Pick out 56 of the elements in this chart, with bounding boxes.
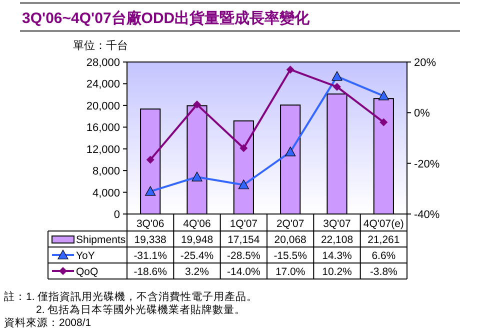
- point: [192, 172, 202, 182]
- point: [380, 118, 388, 126]
- legend-label: QoQ: [76, 266, 98, 278]
- y-axis-title: 單位：千台: [73, 39, 128, 52]
- y2-tick-label: 0%: [414, 108, 430, 120]
- data-label: 6.6%: [372, 250, 396, 262]
- y2-tick-label: -20%: [414, 158, 440, 170]
- data-label: -31.1%: [134, 250, 167, 262]
- x-tick-label: 4Q'06: [183, 218, 211, 230]
- y-tick-label: 8,000: [92, 166, 120, 178]
- y2-tick-label: 20%: [414, 57, 436, 69]
- data-label: -15.5%: [274, 250, 307, 262]
- data-label: 21,261: [368, 234, 400, 246]
- x-tick-label: 3Q'07: [323, 218, 351, 230]
- x-tick-label: 3Q'06: [136, 218, 164, 230]
- x-tick-label: 4Q'07(e): [363, 218, 404, 230]
- point: [333, 82, 341, 91]
- legend-label: Shipments: [76, 234, 126, 246]
- y-tick-label: 16,000: [86, 122, 120, 134]
- x-tick-label: 1Q'07: [230, 218, 258, 230]
- data-label: 14.3%: [322, 250, 352, 262]
- data-label: -28.5%: [227, 250, 260, 262]
- point: [332, 71, 342, 81]
- point: [378, 90, 389, 100]
- point: [145, 186, 156, 196]
- data-label: -3.8%: [370, 266, 398, 278]
- data-label: 20,068: [274, 234, 307, 246]
- data-label: -25.4%: [180, 250, 214, 262]
- data-label: -14.0%: [227, 266, 260, 278]
- data-label: -18.6%: [134, 266, 167, 278]
- point: [193, 100, 201, 109]
- point: [146, 156, 154, 164]
- x-tick-label: 2Q'07: [276, 218, 304, 230]
- y-tick-label: 28,000: [86, 57, 120, 69]
- text: 2. 包括為日本等國外光碟機業者貼牌數量。: [36, 303, 246, 316]
- y2-tick-label: -40%: [414, 209, 440, 221]
- text: 註：1. 僅指資訊用光碟機，不含消費性電子用產品。: [4, 290, 258, 303]
- y-tick-label: 12,000: [86, 144, 120, 156]
- y-tick-label: 24,000: [86, 78, 120, 91]
- data-label: 10.2%: [322, 266, 352, 278]
- legend-label: YoY: [76, 250, 95, 262]
- y-tick-label: 0: [114, 209, 120, 221]
- source-note: 資料來源：2008/1: [4, 316, 92, 329]
- point: [286, 66, 294, 74]
- y-tick-label: 20,000: [86, 100, 120, 112]
- data-label: 22,108: [320, 234, 354, 246]
- data-label: 3.2%: [185, 266, 209, 278]
- data-label: 19,948: [180, 234, 214, 246]
- data-label: 17,154: [228, 234, 260, 246]
- point: [240, 144, 248, 152]
- chart-title: 3Q'06~4Q'07台廠ODD出貨量暨成長率變化: [22, 9, 311, 27]
- y-tick-label: 4,000: [92, 187, 120, 200]
- point: [238, 180, 249, 190]
- point: [285, 146, 296, 156]
- data-label: 19,338: [134, 234, 167, 246]
- data-label: 17.0%: [275, 266, 306, 278]
